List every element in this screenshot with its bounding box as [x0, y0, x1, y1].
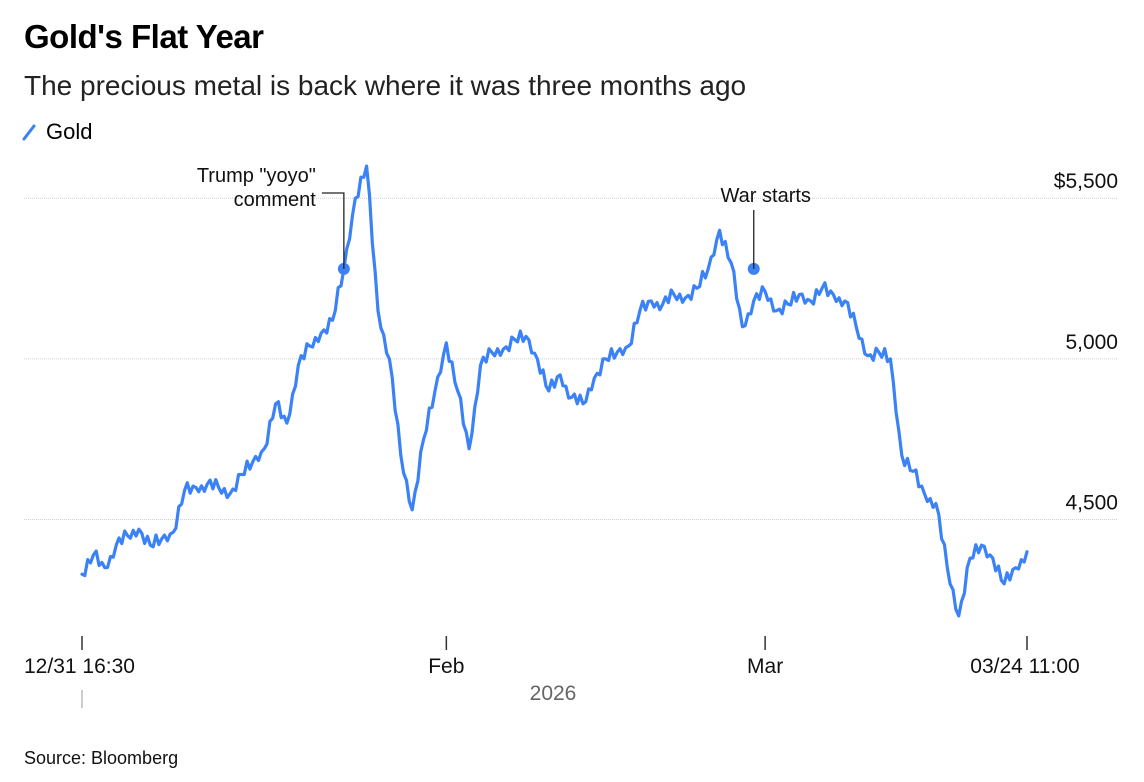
- x-period-label: 2026: [530, 682, 577, 705]
- legend-line-icon: [22, 124, 36, 141]
- x-tick-label: 03/24 11:00: [970, 655, 1079, 678]
- y-tick-label: 4,500: [1065, 492, 1118, 515]
- x-tick-label: Mar: [747, 655, 783, 678]
- x-tick-label: 12/31 16:30: [24, 655, 135, 678]
- annotation-label: comment: [234, 189, 317, 211]
- legend: Gold: [22, 119, 92, 145]
- x-tick-label: Feb: [428, 655, 464, 678]
- annotation-label: War starts: [721, 185, 811, 207]
- source-note: Source: Bloomberg: [24, 748, 179, 768]
- annotation-leader: [321, 192, 345, 269]
- annotation-label: Trump "yoyo": [197, 165, 316, 187]
- y-tick-label: $5,500: [1054, 170, 1118, 193]
- series-line-gold: [80, 164, 1029, 618]
- chart-subtitle: The precious metal is back where it was …: [24, 70, 747, 101]
- chart-title: Gold's Flat Year: [24, 18, 264, 55]
- legend-label: Gold: [46, 119, 93, 144]
- y-tick-label: 5,000: [1065, 331, 1118, 354]
